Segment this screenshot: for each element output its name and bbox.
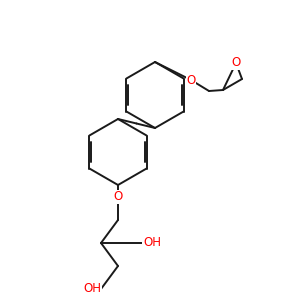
Text: O: O — [231, 56, 241, 70]
Text: OH: OH — [83, 283, 101, 296]
Text: O: O — [113, 190, 123, 203]
Text: O: O — [186, 74, 196, 86]
Text: OH: OH — [143, 236, 161, 250]
